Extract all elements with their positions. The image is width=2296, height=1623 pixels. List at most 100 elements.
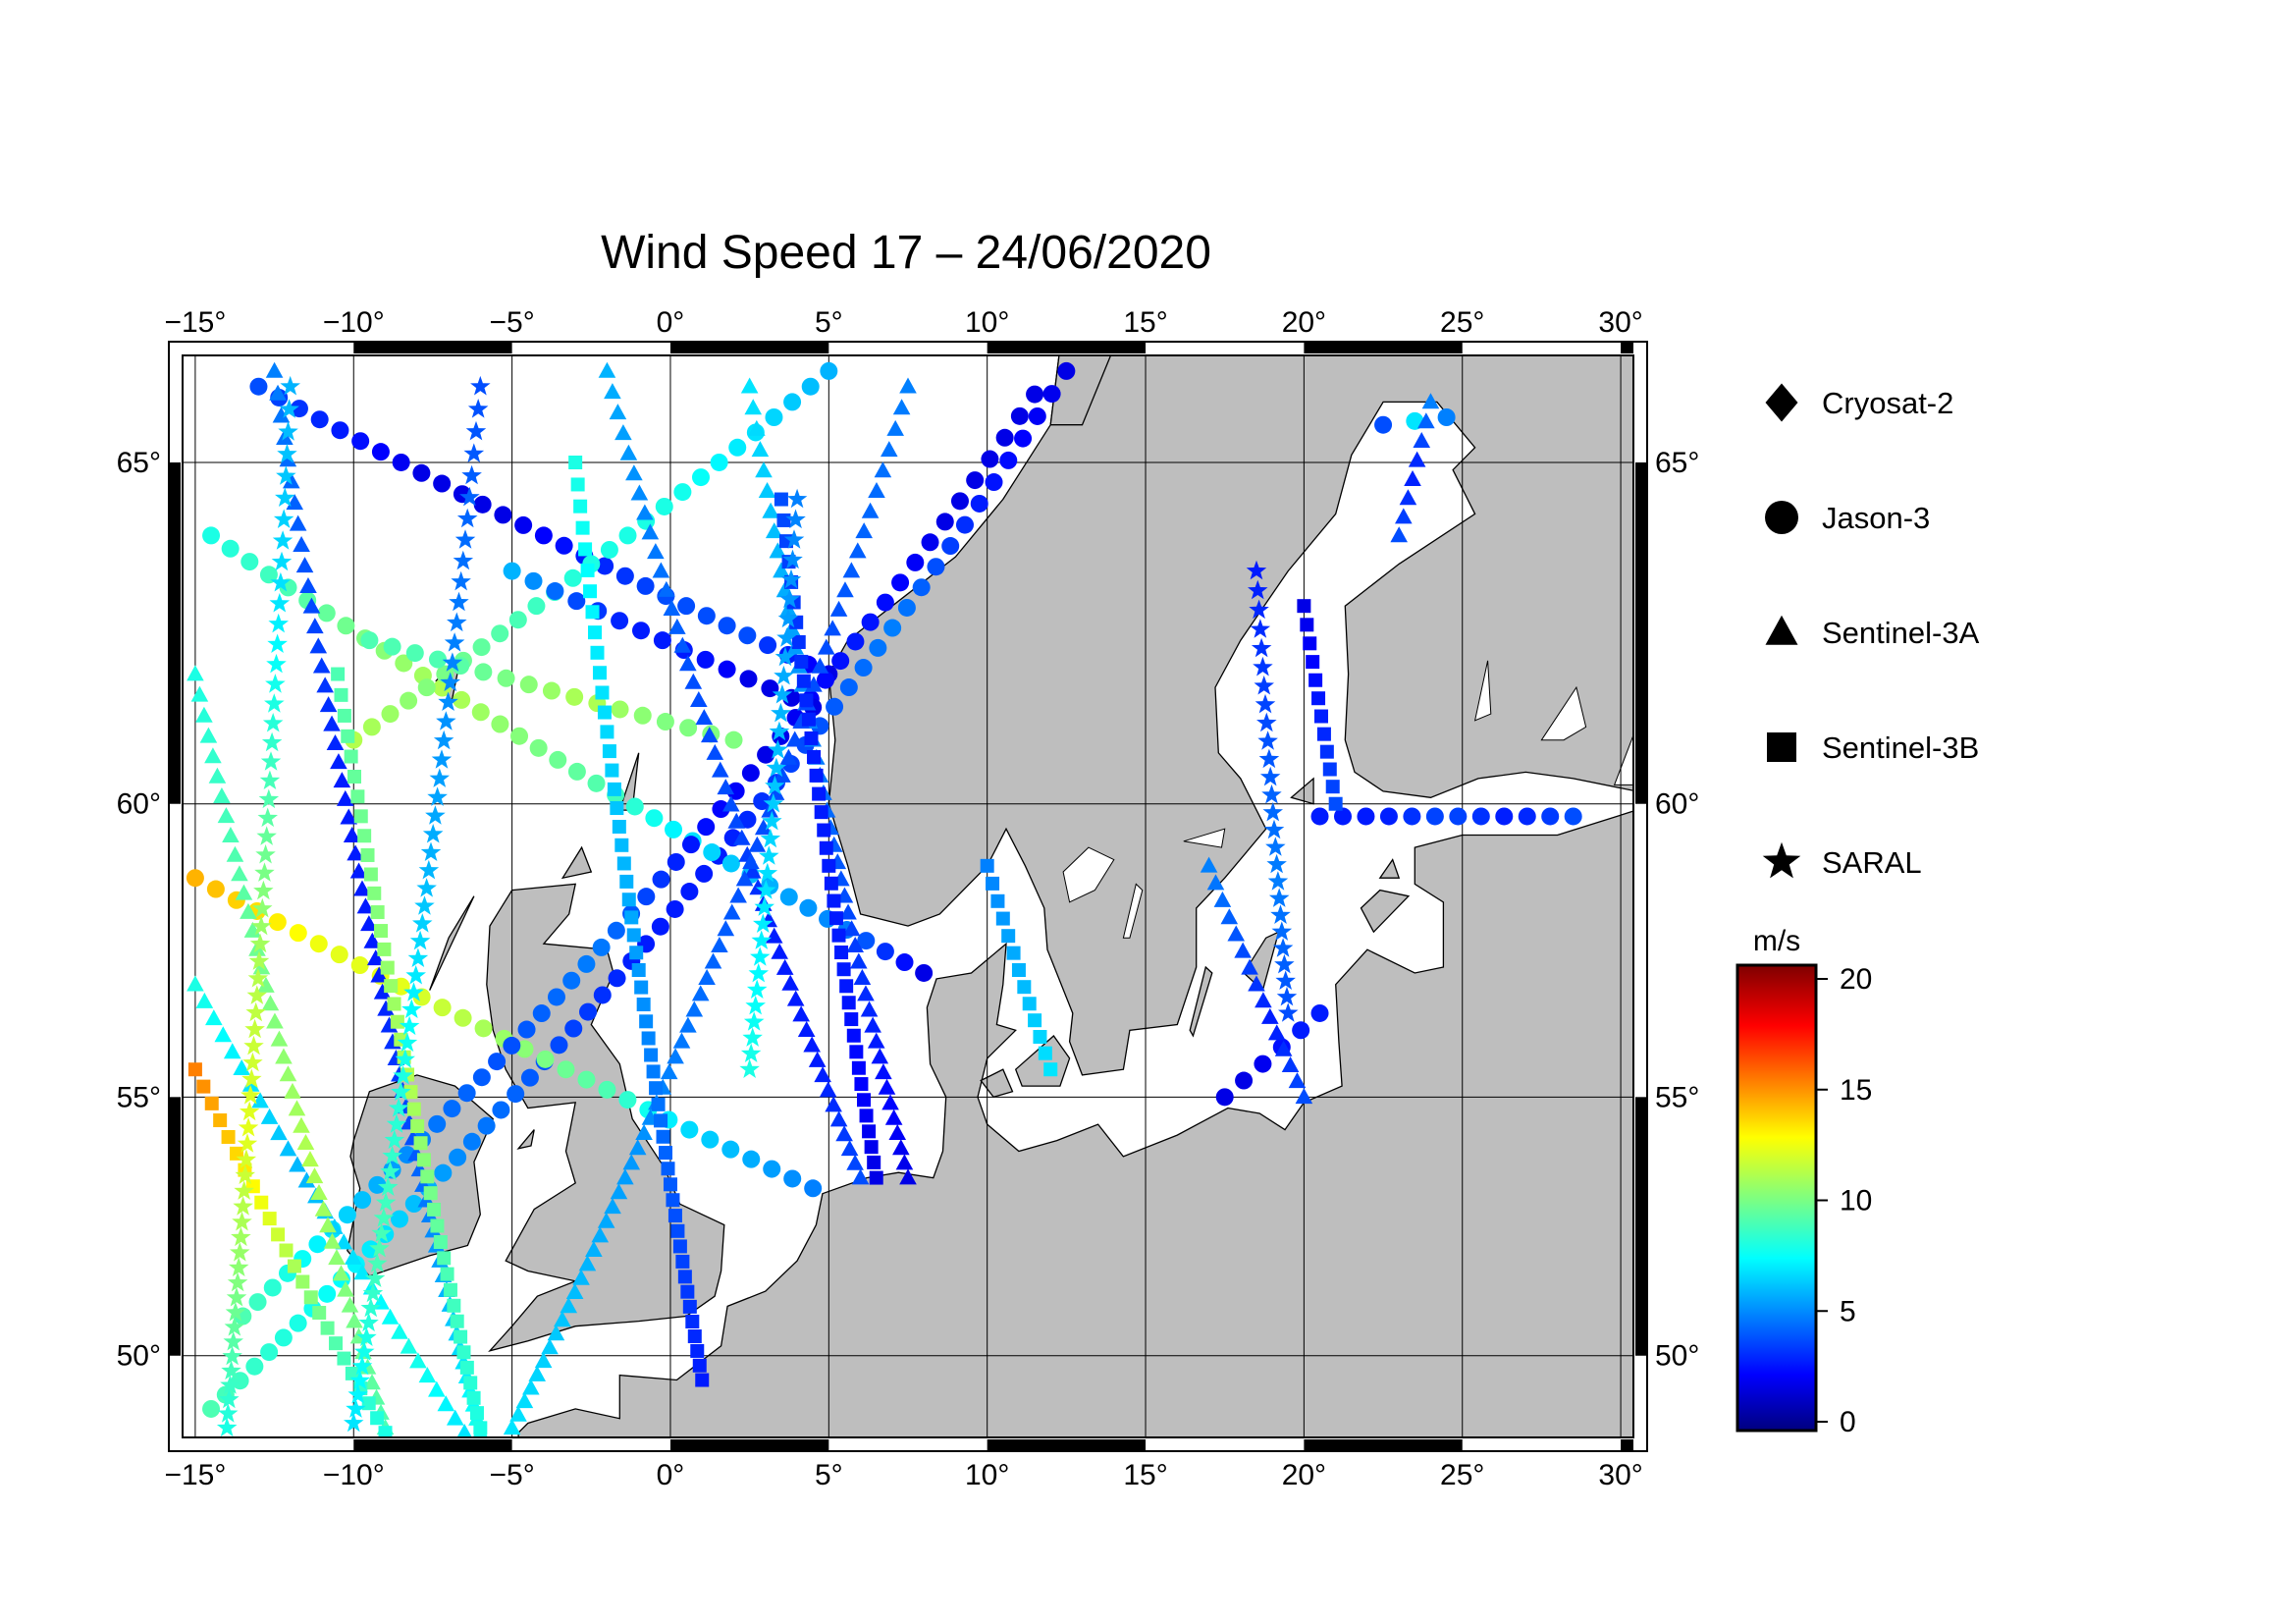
track-sample-point — [472, 1068, 491, 1087]
colorbar-tick-label: 10 — [1840, 1185, 1872, 1217]
track-sample-point — [227, 1271, 248, 1292]
lon-tick-label: 10° — [965, 306, 1009, 339]
track-sample-point — [1310, 807, 1329, 826]
track-sample-point — [276, 465, 296, 485]
track-sample-point — [264, 693, 285, 713]
track-sample-point — [666, 1193, 680, 1208]
frame-bar-bottom — [669, 1439, 829, 1451]
track-sample-point — [1272, 938, 1294, 957]
track-sample-point — [279, 1065, 297, 1082]
track-sample-point — [1253, 656, 1273, 676]
track-sample-point — [219, 1388, 240, 1409]
track-sample-point — [375, 1192, 397, 1212]
track-sample-point — [260, 1108, 279, 1124]
track-sample-point — [1564, 807, 1582, 826]
track-sample-point — [679, 719, 698, 737]
track-sample-point — [206, 880, 225, 898]
track-sample-point — [205, 1009, 223, 1026]
track-sample-point — [226, 845, 244, 862]
track-sample-point — [222, 827, 240, 843]
track-sample-point — [1333, 807, 1352, 826]
track-sample-point — [1417, 412, 1435, 429]
track-sample-point — [257, 976, 275, 993]
track-sample-point — [651, 917, 669, 936]
track-sample-point — [667, 1048, 684, 1064]
track-sample-point — [851, 1168, 870, 1185]
track-sample-point — [186, 869, 204, 888]
track-sample-point — [447, 612, 467, 632]
track-sample-point — [1256, 712, 1277, 732]
track-sample-point — [656, 1129, 670, 1144]
track-sample-point — [270, 1030, 289, 1047]
track-sample-point — [743, 1011, 765, 1031]
track-sample-point — [238, 1117, 259, 1137]
track-sample-point — [384, 1129, 405, 1150]
track-sample-point — [507, 1085, 525, 1104]
track-sample-point — [353, 1341, 375, 1361]
track-sample-point — [766, 757, 787, 778]
track-sample-point — [641, 523, 660, 540]
track-sample-point — [279, 399, 299, 418]
track-sample-point — [265, 674, 286, 693]
land-orkney — [561, 845, 593, 880]
track-sample-point — [649, 1081, 664, 1096]
track-sample-point — [1328, 796, 1343, 811]
track-sample-point — [607, 782, 621, 796]
lon-tick-label: 0° — [657, 306, 685, 339]
track-sample-point — [395, 654, 413, 673]
track-sample-point — [691, 985, 710, 1001]
track-sample-point — [836, 962, 851, 977]
track-sample-point — [756, 880, 776, 899]
track-sample-point — [868, 482, 885, 499]
track-sample-point — [769, 721, 790, 741]
track-sample-point — [268, 613, 289, 633]
track-sample-point — [387, 997, 401, 1011]
track-sample-point — [232, 1211, 252, 1231]
track-sample-point — [444, 632, 465, 652]
track-sample-point — [809, 768, 824, 783]
lon-tick-label: 20° — [1282, 306, 1326, 339]
track-sample-point — [687, 1329, 702, 1344]
track-sample-point — [187, 1062, 202, 1077]
track-sample-point — [880, 441, 898, 458]
track-sample-point — [366, 949, 385, 966]
track-sample-point — [593, 986, 612, 1004]
track-sample-point — [677, 1270, 692, 1284]
track-sample-point — [503, 562, 521, 580]
track-sample-point — [585, 605, 600, 620]
land-continent — [517, 810, 1633, 1437]
track-sample-point — [682, 1299, 697, 1314]
track-sample-point — [233, 1196, 253, 1216]
track-sample-point — [608, 969, 626, 988]
track-sample-point — [1518, 807, 1536, 826]
track-sample-point — [1275, 970, 1296, 990]
track-sample-point — [240, 1085, 261, 1105]
track-sample-point — [1241, 958, 1258, 975]
legend-item: Sentinel-3B — [1767, 730, 1979, 765]
legend-item: Sentinel-3A — [1765, 615, 1980, 650]
track-sample-point — [621, 893, 636, 907]
track-sample-point — [1270, 904, 1291, 924]
track-sample-point — [428, 650, 447, 669]
track-sample-point — [799, 898, 818, 917]
track-sample-point — [848, 542, 867, 559]
track-sample-point — [647, 543, 665, 560]
track-sample-point — [187, 975, 204, 992]
track-sample-point — [655, 497, 673, 515]
track-sample-point — [814, 1066, 831, 1083]
track-sample-point — [289, 1314, 307, 1332]
land-scandinavia — [828, 355, 1633, 1076]
track-sample-point — [742, 1027, 763, 1047]
track-sample-point — [343, 827, 361, 843]
track-sample-point — [242, 1052, 263, 1072]
track-sample-point — [413, 1136, 428, 1151]
lon-tick-label: −5° — [490, 1459, 535, 1491]
track-sample-point — [645, 809, 664, 828]
colorbar-tick-label: 15 — [1840, 1074, 1872, 1107]
track-sample-point — [628, 1139, 647, 1156]
track-sample-point — [272, 406, 291, 423]
track-sample-point — [195, 992, 214, 1008]
track-sample-point — [637, 888, 656, 906]
track-sample-point — [363, 932, 382, 948]
